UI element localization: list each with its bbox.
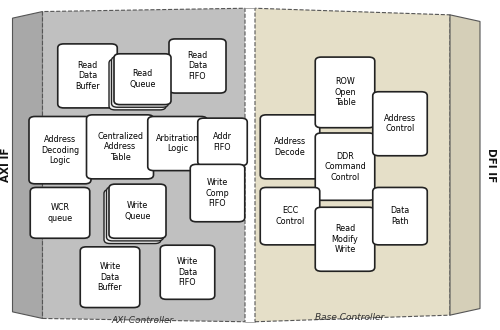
Text: Write
Data
Buffer: Write Data Buffer bbox=[98, 262, 122, 292]
Text: AXI IF: AXI IF bbox=[1, 148, 11, 182]
FancyBboxPatch shape bbox=[30, 187, 90, 238]
Text: ROW
Open
Table: ROW Open Table bbox=[334, 78, 356, 107]
FancyBboxPatch shape bbox=[316, 133, 375, 200]
Text: Address
Control: Address Control bbox=[384, 114, 416, 133]
Text: Data
Path: Data Path bbox=[390, 207, 409, 226]
Text: Address
Decoding
Logic: Address Decoding Logic bbox=[41, 135, 79, 165]
FancyBboxPatch shape bbox=[86, 115, 154, 179]
Polygon shape bbox=[255, 8, 450, 322]
FancyBboxPatch shape bbox=[106, 187, 164, 241]
FancyBboxPatch shape bbox=[260, 115, 320, 179]
FancyBboxPatch shape bbox=[160, 245, 215, 299]
Text: Arbitration
Logic: Arbitration Logic bbox=[156, 134, 199, 153]
Text: Base Controller: Base Controller bbox=[316, 313, 384, 322]
FancyBboxPatch shape bbox=[80, 247, 140, 308]
FancyBboxPatch shape bbox=[260, 187, 320, 245]
Polygon shape bbox=[12, 12, 42, 318]
Polygon shape bbox=[42, 8, 245, 322]
FancyBboxPatch shape bbox=[109, 59, 166, 110]
Text: Write
Data
FIFO: Write Data FIFO bbox=[177, 257, 198, 287]
Text: Write
Comp
FIFO: Write Comp FIFO bbox=[206, 178, 230, 208]
FancyBboxPatch shape bbox=[29, 116, 91, 184]
FancyBboxPatch shape bbox=[109, 184, 166, 238]
FancyBboxPatch shape bbox=[169, 39, 226, 93]
FancyBboxPatch shape bbox=[198, 118, 248, 166]
Text: Read
Queue: Read Queue bbox=[130, 70, 156, 89]
Text: Read
Data
FIFO: Read Data FIFO bbox=[188, 51, 208, 81]
FancyBboxPatch shape bbox=[373, 187, 427, 245]
Polygon shape bbox=[450, 15, 480, 315]
Text: DFI IF: DFI IF bbox=[486, 148, 496, 182]
Text: Addr
FIFO: Addr FIFO bbox=[213, 132, 232, 151]
FancyBboxPatch shape bbox=[114, 54, 171, 105]
Text: Centralized
Address
Table: Centralized Address Table bbox=[97, 132, 143, 162]
Text: AXI Controller: AXI Controller bbox=[112, 315, 174, 325]
FancyBboxPatch shape bbox=[190, 164, 245, 222]
FancyBboxPatch shape bbox=[316, 207, 375, 271]
FancyBboxPatch shape bbox=[316, 57, 375, 128]
FancyBboxPatch shape bbox=[148, 116, 208, 171]
FancyBboxPatch shape bbox=[112, 56, 168, 107]
FancyBboxPatch shape bbox=[104, 189, 161, 244]
Text: Address
Decode: Address Decode bbox=[274, 137, 306, 156]
Text: Read
Data
Buffer: Read Data Buffer bbox=[75, 61, 100, 91]
FancyBboxPatch shape bbox=[58, 44, 117, 108]
Text: DDR
Command
Control: DDR Command Control bbox=[324, 152, 366, 182]
FancyBboxPatch shape bbox=[373, 92, 427, 156]
Text: WCR
queue: WCR queue bbox=[48, 203, 72, 222]
Text: ECC
Control: ECC Control bbox=[276, 207, 304, 226]
Text: Read
Modify
Write: Read Modify Write bbox=[332, 224, 358, 254]
Text: Write
Queue: Write Queue bbox=[124, 202, 150, 221]
